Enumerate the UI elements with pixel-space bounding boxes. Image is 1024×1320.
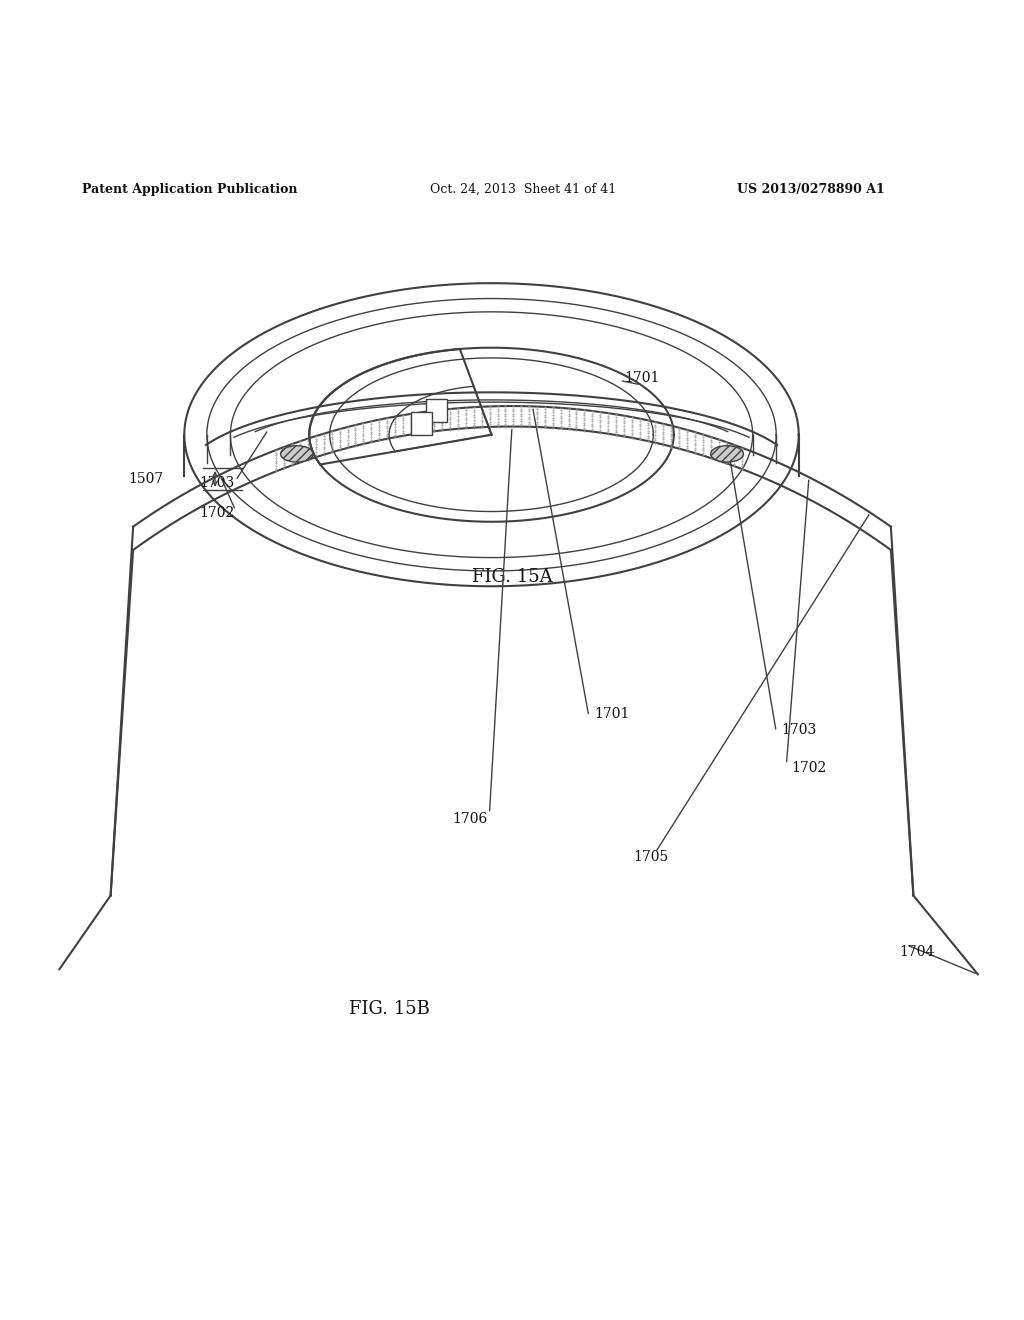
- Text: 1701: 1701: [625, 371, 660, 385]
- Bar: [412, 412, 432, 434]
- Text: 1703: 1703: [200, 475, 234, 490]
- Text: Oct. 24, 2013  Sheet 41 of 41: Oct. 24, 2013 Sheet 41 of 41: [430, 182, 616, 195]
- Text: 1507: 1507: [129, 473, 164, 486]
- Text: 1703: 1703: [781, 722, 816, 737]
- Text: US 2013/0278890 A1: US 2013/0278890 A1: [737, 182, 885, 195]
- Text: 1702: 1702: [792, 760, 826, 775]
- Bar: [426, 400, 446, 422]
- Text: FIG. 15B: FIG. 15B: [349, 1001, 429, 1018]
- Text: 1705: 1705: [633, 850, 668, 863]
- Text: 1702: 1702: [200, 506, 234, 520]
- Text: 1701: 1701: [594, 708, 630, 721]
- Text: 1706: 1706: [453, 812, 487, 826]
- Text: Patent Application Publication: Patent Application Publication: [82, 182, 297, 195]
- Text: FIG. 15A: FIG. 15A: [472, 568, 552, 586]
- Text: 1704: 1704: [899, 945, 935, 958]
- Ellipse shape: [711, 446, 743, 462]
- Ellipse shape: [281, 446, 313, 462]
